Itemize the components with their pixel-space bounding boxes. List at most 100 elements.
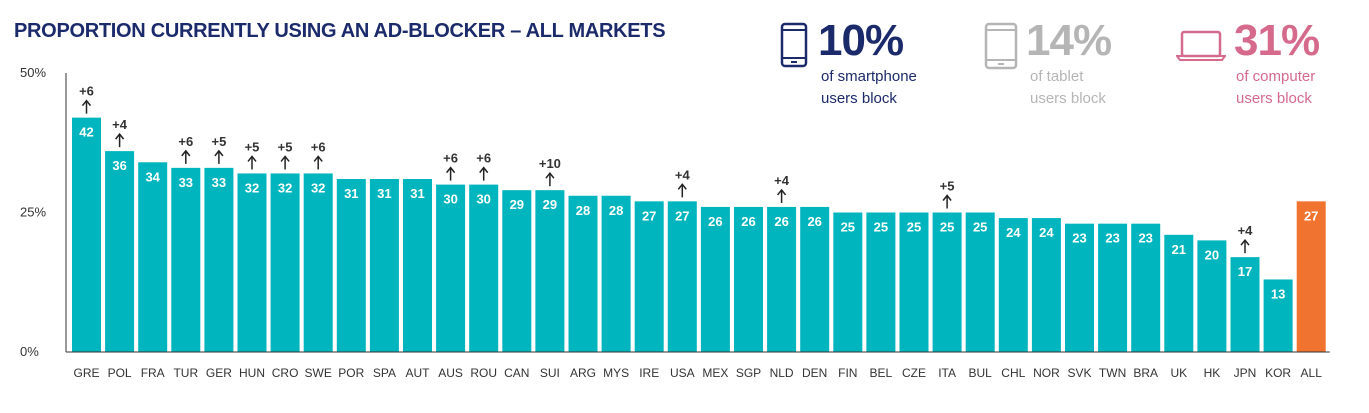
change-arrow-head — [479, 166, 489, 174]
change-arrow-head — [942, 194, 952, 201]
bar — [303, 173, 333, 352]
smartphone-icon — [780, 22, 808, 68]
tablet-percent: 14% — [1026, 16, 1112, 65]
bar — [270, 173, 300, 352]
bar — [436, 184, 466, 352]
value-label: 21 — [1172, 242, 1186, 257]
tablet-icon — [984, 22, 1018, 70]
category-label: SGP — [736, 366, 761, 380]
bar — [1197, 240, 1227, 352]
bar — [800, 206, 830, 352]
value-label: 25 — [973, 220, 987, 235]
value-label: 33 — [212, 175, 226, 190]
bar — [1164, 234, 1194, 352]
value-label: 31 — [344, 186, 358, 201]
category-label: NOR — [1033, 366, 1060, 380]
category-label: BEL — [870, 366, 893, 380]
bar — [998, 218, 1028, 352]
value-label: 31 — [410, 186, 424, 201]
smartphone-caption: of smartphone users block — [821, 66, 917, 110]
category-label: ROU — [470, 366, 497, 380]
computer-percent: 31% — [1234, 16, 1320, 65]
change-label: +4 — [112, 117, 128, 132]
value-label: 26 — [708, 214, 722, 229]
value-label: 30 — [443, 192, 457, 207]
value-label: 25 — [907, 220, 921, 235]
tablet-caption: of tablet users block — [1030, 66, 1106, 110]
bar — [1230, 257, 1260, 352]
value-label: 23 — [1072, 231, 1086, 246]
change-arrow-head — [181, 149, 191, 157]
value-label: 27 — [642, 208, 656, 223]
chart-title: PROPORTION CURRENTLY USING AN AD-BLOCKER… — [14, 20, 666, 42]
bar — [1098, 223, 1128, 352]
category-label: GRE — [73, 366, 99, 380]
change-arrow-head — [280, 155, 290, 162]
change-label: +4 — [774, 173, 790, 188]
category-label: GER — [206, 366, 232, 380]
change-arrow-head — [545, 171, 555, 179]
value-label: 33 — [179, 175, 193, 190]
category-label: JPN — [1234, 366, 1257, 380]
bar — [1131, 223, 1161, 352]
change-arrow-head — [214, 149, 224, 157]
laptop-icon — [1176, 30, 1226, 61]
change-arrow-head — [247, 155, 257, 162]
category-label: MEX — [702, 366, 728, 380]
value-label: 29 — [510, 197, 524, 212]
bar — [1031, 218, 1061, 352]
value-label: 32 — [278, 180, 292, 195]
bar — [601, 195, 631, 352]
change-label: +6 — [476, 151, 491, 166]
bar — [204, 167, 234, 352]
category-label: HK — [1204, 366, 1221, 380]
value-label: 24 — [1006, 225, 1021, 240]
smartphone-caption-line1: of smartphone — [821, 68, 917, 85]
category-label: SPA — [373, 366, 396, 380]
category-label: CZE — [902, 366, 926, 380]
value-label: 26 — [807, 214, 821, 229]
change-arrow-head — [446, 166, 456, 174]
change-arrow-head — [81, 99, 92, 107]
category-label: TUR — [173, 366, 198, 380]
category-label: CAN — [504, 366, 529, 380]
bar — [1065, 223, 1094, 352]
value-label: 20 — [1205, 247, 1219, 262]
bar — [237, 173, 267, 352]
change-label: +5 — [245, 139, 260, 154]
category-label: NLD — [770, 366, 794, 380]
change-label: +4 — [1238, 223, 1254, 238]
bar — [965, 212, 995, 352]
value-label: 25 — [874, 220, 888, 235]
category-label: SUI — [540, 366, 560, 380]
bar — [568, 195, 598, 352]
category-label: TWN — [1099, 366, 1126, 380]
category-label: POL — [108, 366, 132, 380]
change-label: +6 — [178, 134, 193, 149]
category-label: SWE — [305, 366, 332, 380]
category-label: MYS — [603, 366, 629, 380]
category-label: IRE — [639, 366, 659, 380]
category-label: ITA — [938, 366, 956, 380]
bar — [336, 179, 366, 352]
bar — [700, 206, 730, 352]
value-label: 17 — [1238, 264, 1252, 279]
value-label: 23 — [1105, 231, 1119, 246]
value-label: 32 — [311, 180, 325, 195]
category-label: CHL — [1001, 366, 1025, 380]
bar — [734, 206, 763, 352]
computer-caption-line2: users block — [1236, 90, 1312, 107]
value-label: 26 — [774, 214, 788, 229]
value-label: 29 — [543, 197, 557, 212]
category-label: BRA — [1133, 366, 1158, 380]
value-label: 13 — [1271, 286, 1285, 301]
value-label: 25 — [940, 220, 954, 235]
bar — [1296, 201, 1326, 352]
category-label: CRO — [272, 366, 299, 380]
value-label: 26 — [741, 214, 755, 229]
bar — [105, 151, 135, 352]
bar — [469, 184, 499, 352]
y-tick-label: 25% — [20, 205, 46, 220]
bar — [866, 212, 896, 352]
